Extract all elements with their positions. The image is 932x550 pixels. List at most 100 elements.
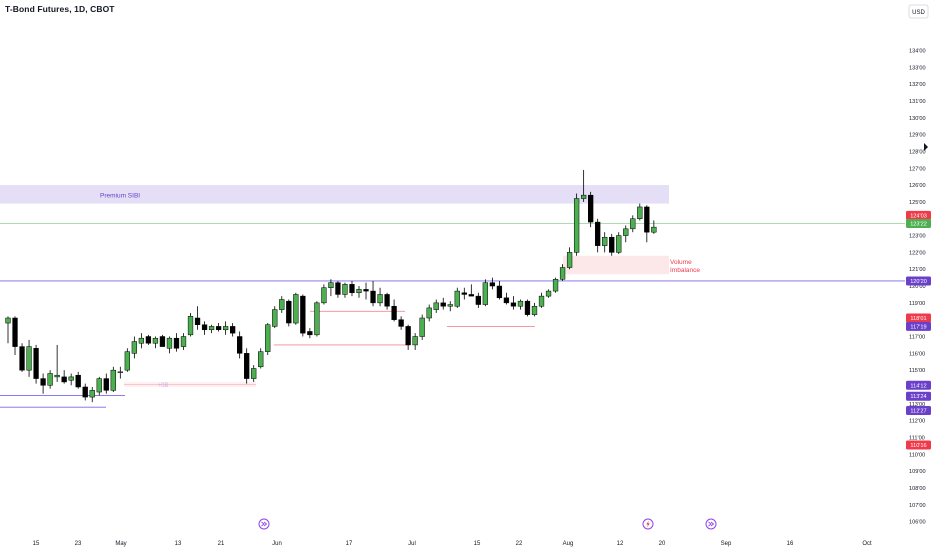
candle [588,191,594,228]
candle-body [440,302,446,307]
candle-body [187,316,194,336]
candle-body [159,336,166,347]
candle [623,225,629,243]
candle-body [208,326,215,331]
dividend-event-icon[interactable] [258,518,270,530]
candle-body [433,302,439,310]
candle [131,336,138,359]
candle [54,344,60,382]
price-badge [906,218,931,228]
x-tick-label: Aug [563,541,574,547]
x-tick-label: 13 [175,541,182,547]
candle [12,316,18,356]
candle-body [68,376,74,381]
candle-body [54,374,60,378]
candle-body [272,309,278,327]
candle [110,366,116,393]
candle-body [349,284,355,294]
candle [208,324,215,334]
price-badge [906,321,931,331]
candle [328,279,334,297]
candle-body [609,236,615,253]
y-tick-label: 113'00 [909,402,925,408]
candle [300,294,306,337]
candle [286,299,292,327]
candle [272,306,278,329]
candle-body [96,378,102,393]
candle [258,348,264,369]
price-axis[interactable]: USD 134'00 133'00 132'00 131'00 130'00 129'00 1… [905,0,932,550]
candle-body [328,282,334,288]
candle-body [524,300,531,315]
candle [538,292,545,308]
candle-body [300,295,306,334]
candle-body [180,336,187,347]
candle-body [201,324,208,331]
price-badge-label: 123'22 [910,221,927,227]
candle-body [405,326,411,346]
y-tick-label: 106'00 [909,520,926,526]
y-tick-label: 123'00 [909,234,926,240]
candle [117,366,123,379]
y-tick-label: 121'00 [909,267,926,273]
candle-body [82,386,88,398]
candle-body [5,317,11,324]
candle-body [314,302,320,336]
candle [531,302,538,317]
candle-body [103,378,109,391]
price-badge-label: 117'19 [910,324,926,330]
candle [68,373,74,386]
candle-body [384,294,390,307]
candle [215,323,222,332]
candle-body [131,341,138,354]
candle-body [166,337,173,349]
candle [321,284,327,305]
candle [138,333,145,349]
candle [89,386,95,403]
time-axis[interactable]: 15 23 May 13 21 Jun 17 Jul 15 22 Aug 12 20 Sep 16 Oct [0,539,905,547]
candle-body [138,337,145,344]
candle-body [265,324,271,352]
x-tick-label: 17 [346,541,353,547]
axis-marker-icon [924,143,928,151]
candle [173,333,180,352]
flash-event-icon[interactable] [642,518,654,530]
candle-body [251,368,257,379]
candle [145,334,152,345]
x-tick-label: Sep [721,541,732,547]
candle [201,321,208,335]
price-badge [906,276,931,286]
candle [384,292,390,310]
dividend-event-icon[interactable] [705,518,717,530]
y-tick-label: 116'00 [909,351,925,357]
candle [602,232,608,253]
candle-body [61,376,67,383]
currency-badge-label: USD [912,10,925,16]
candle [356,286,362,298]
events-layer[interactable] [258,518,717,530]
candle-body [377,294,383,304]
candle-body [89,390,95,398]
candle [524,299,531,317]
candle [616,232,622,255]
candle-body [26,346,32,371]
candle [489,277,496,290]
candle [26,339,32,377]
candle [152,336,159,349]
candle-body [496,285,503,299]
price-badge [906,380,931,390]
x-tick-label: Jun [272,541,282,547]
candle-body [279,299,285,310]
x-tick-label: May [115,541,126,547]
candle [482,279,489,307]
candle [447,301,453,312]
candle-body [237,336,243,354]
candle [412,333,418,350]
candle-body [595,221,601,246]
candle [96,376,102,396]
candles-layer [5,169,657,403]
candle-body [538,295,545,307]
currency-badge [908,4,929,19]
candle-body [398,319,404,327]
